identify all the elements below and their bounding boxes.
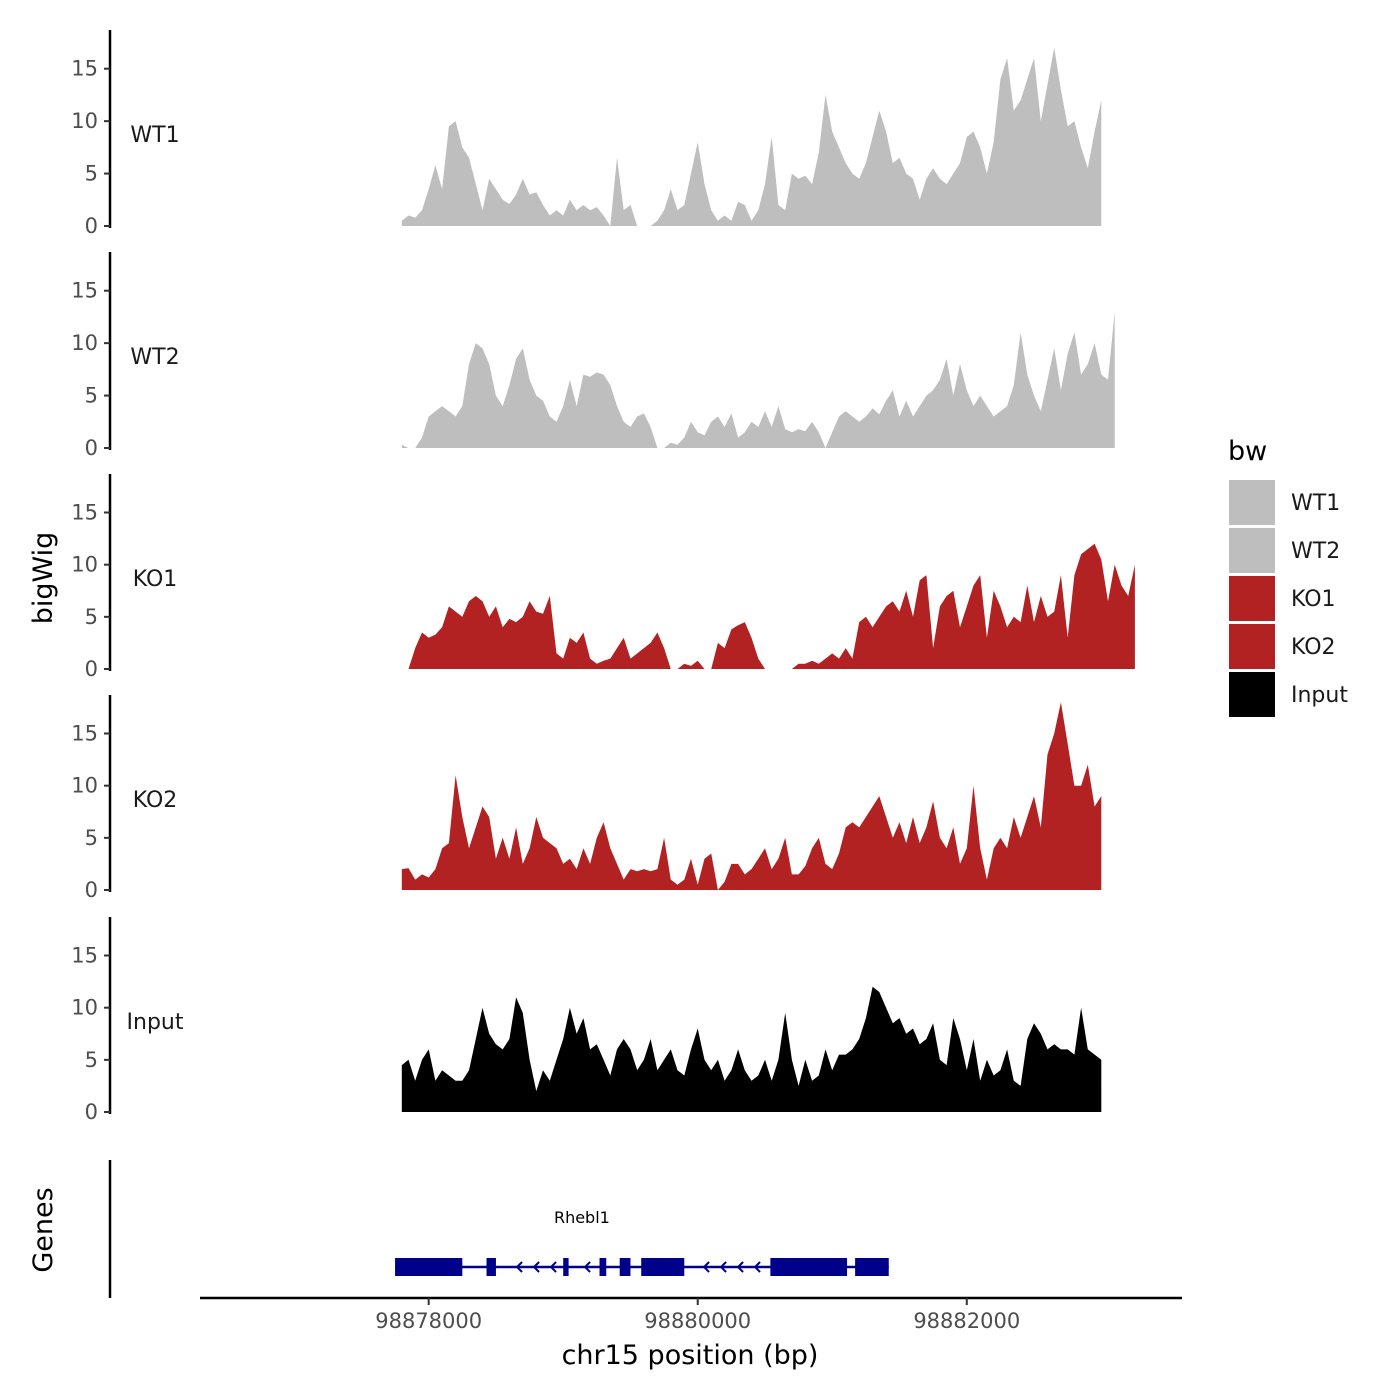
x-tick-label: 98882000 (913, 1309, 1020, 1333)
strand-arrow (532, 1261, 540, 1273)
y-tick-label: 15 (71, 944, 98, 968)
gene-exon (641, 1258, 685, 1276)
legend-label: WT1 (1291, 491, 1340, 516)
y-tick-label: 10 (71, 109, 98, 133)
gene-exon (619, 1258, 631, 1276)
track-wt2: 0 5 10 15 WT2 (71, 252, 1115, 460)
gene-label: Rhebl1 (554, 1208, 610, 1227)
track-label: KO2 (133, 788, 178, 813)
track-label: WT2 (130, 345, 179, 370)
gene-exon (563, 1258, 569, 1276)
strand-arrow (583, 1261, 591, 1273)
gene-exon (599, 1258, 607, 1276)
track-wt1: 0 5 10 15 WT1 (71, 30, 1102, 238)
y-tick-label: 5 (85, 826, 98, 850)
coverage-area-ko1 (401, 543, 1135, 669)
x-axis: 98878000 98880000 98882000 (200, 1296, 1182, 1333)
genes-panel: Rhebl1 (108, 1160, 889, 1298)
legend-label: Input (1291, 683, 1348, 708)
y-tick-label: 15 (71, 722, 98, 746)
coverage-area-wt2 (401, 311, 1115, 448)
track-input: 0 5 10 15 Input (71, 917, 1102, 1124)
coverage-area-ko2 (401, 702, 1102, 890)
y-tick-label: 15 (71, 57, 98, 81)
y-tick-label: 10 (71, 331, 98, 355)
strand-arrow (719, 1261, 727, 1273)
y-tick-label: 0 (85, 214, 98, 238)
track-label: KO1 (133, 567, 178, 592)
y-tick-label: 0 (85, 657, 98, 681)
y-tick-label: 0 (85, 436, 98, 460)
y-tick-label: 5 (85, 162, 98, 186)
coverage-area-wt1 (401, 47, 1102, 227)
gene-exon (855, 1258, 889, 1276)
legend-entry-input: Input (1229, 672, 1348, 717)
x-tick-label: 98880000 (644, 1309, 751, 1333)
legend-swatch (1229, 480, 1275, 525)
legend-swatch (1229, 528, 1275, 573)
legend-label: KO1 (1291, 587, 1336, 612)
y-tick-label: 15 (71, 279, 98, 303)
strand-arrow (549, 1261, 557, 1273)
strand-arrow (702, 1261, 710, 1273)
track-ko1: 0 5 10 15 KO1 (71, 474, 1135, 681)
legend-swatch (1229, 576, 1275, 621)
legend-title: bw (1228, 436, 1267, 467)
y-tick-label: 0 (85, 878, 98, 902)
legend: bw WT1 WT2 KO1 KO2 Input (1228, 436, 1348, 717)
legend-entry-wt2: WT2 (1229, 528, 1340, 573)
strand-arrow (753, 1261, 761, 1273)
gene-exon (486, 1258, 496, 1276)
legend-entry-ko1: KO1 (1229, 576, 1336, 621)
y-axis-title: bigWig (28, 532, 59, 625)
x-tick-label: 98878000 (375, 1309, 482, 1333)
legend-entry-ko2: KO2 (1229, 624, 1336, 669)
y-tick-label: 10 (71, 774, 98, 798)
legend-entry-wt1: WT1 (1229, 480, 1340, 525)
gene-exon (770, 1258, 848, 1276)
coverage-area-input (401, 986, 1102, 1112)
strand-arrow (736, 1261, 744, 1273)
gene-rhebl1: Rhebl1 (395, 1208, 889, 1276)
legend-swatch (1229, 624, 1275, 669)
legend-label: WT2 (1291, 539, 1340, 564)
y-tick-label: 10 (71, 553, 98, 577)
y-tick-label: 5 (85, 384, 98, 408)
genes-axis-title: Genes (28, 1187, 59, 1272)
legend-swatch (1229, 672, 1275, 717)
y-tick-label: 5 (85, 605, 98, 629)
legend-label: KO2 (1291, 635, 1336, 660)
y-tick-label: 15 (71, 501, 98, 525)
y-tick-label: 5 (85, 1048, 98, 1072)
y-tick-label: 0 (85, 1100, 98, 1124)
strand-arrow (515, 1261, 523, 1273)
x-axis-title: chr15 position (bp) (562, 1340, 819, 1371)
track-label: WT1 (130, 123, 179, 148)
y-tick-label: 10 (71, 996, 98, 1020)
gene-exon (395, 1258, 463, 1276)
track-label: Input (127, 1010, 184, 1035)
coverage-tracks: 0 5 10 15 WT1 0 5 10 15 WT2 0 5 10 15 KO1 0 5 10 15 KO2 0 5 10… (71, 30, 1135, 1124)
track-ko2: 0 5 10 15 KO2 (71, 695, 1102, 902)
